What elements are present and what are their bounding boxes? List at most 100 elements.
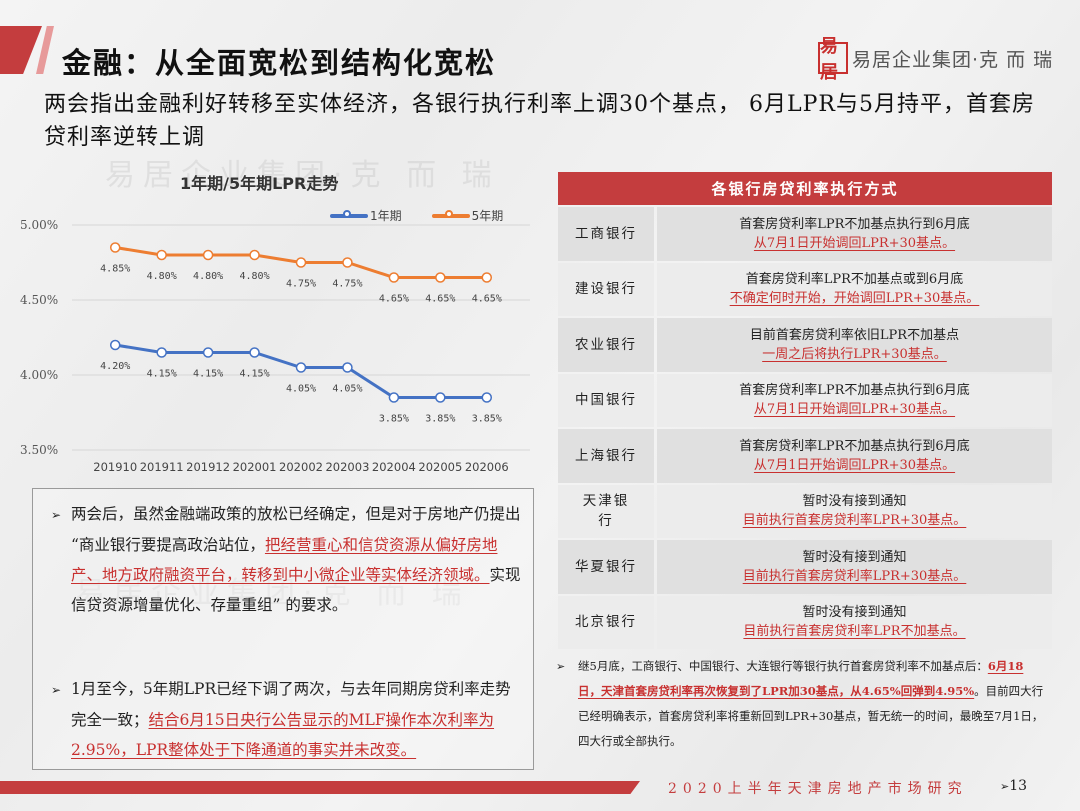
data-point — [249, 249, 260, 261]
data-label: 4.05% — [286, 384, 316, 395]
analysis-paragraph-2: ➢ 1月至今，5年期LPR已经下调了两次，与去年同期房贷利率走势完全一致；结合6月… — [51, 674, 521, 765]
data-label: 4.05% — [332, 384, 362, 395]
y-tick-label: 4.00% — [20, 368, 58, 382]
data-point — [156, 347, 167, 358]
title-accent-bar — [0, 26, 42, 74]
data-label: 3.85% — [472, 414, 502, 425]
data-label: 4.80% — [147, 271, 177, 282]
rate-policy: 暂时没有接到通知 目前执行首套房贷利率LPR+30基点。 — [657, 484, 1052, 538]
bank-name: 华夏银行 — [558, 540, 654, 594]
x-tick-label: 202005 — [418, 460, 462, 474]
footer-bar — [0, 781, 640, 794]
rate-policy: 首套房贷利率LPR不加基点或到6月底 不确定何时开始，开始调回LPR+30基点。 — [657, 262, 1052, 316]
data-label: 3.85% — [379, 414, 409, 425]
bank-name: 农业银行 — [558, 318, 654, 372]
data-point — [295, 362, 307, 373]
data-label: 4.15% — [240, 369, 270, 380]
rate-policy: 暂时没有接到通知 目前执行首套房贷利率LPR+30基点。 — [657, 540, 1052, 594]
legend-item-1y: 1年期 — [330, 207, 402, 224]
footer-report-title: 2020上半年天津房地产市场研究 — [668, 781, 968, 797]
bank-name: 天津银行 — [558, 484, 654, 538]
data-label: 4.75% — [286, 279, 316, 290]
highlight-text: 结合6月15日央行公告显示的MLF操作本次利率为2.95%，LPR整体处于下降通… — [71, 711, 495, 759]
x-tick-label: 201911 — [140, 460, 184, 474]
bank-name: 建设银行 — [558, 262, 654, 316]
bank-name: 工商银行 — [558, 207, 654, 261]
data-label: 4.85% — [100, 264, 130, 275]
table-row: 中国银行 首套房贷利率LPR不加基点执行到6月底 从7月1日开始调回LPR+30基… — [558, 373, 1052, 427]
highlight-text: 6月18日，天津首套房贷利率再次恢复到了LPR加30基点，从4.65%回弹到4.… — [578, 659, 1024, 698]
legend-line-icon — [431, 209, 470, 218]
rate-policy: 暂时没有接到通知 目前执行首套房贷利率LPR不加基点。 — [657, 595, 1052, 649]
table-row: 农业银行 目前首套房贷利率依旧LPR不加基点 一周之后将执行LPR+30基点。 — [558, 318, 1052, 372]
company-logo: 易居 易居企业集团·克 而 瑞 — [818, 36, 1054, 83]
data-label: 4.75% — [332, 279, 362, 290]
arrow-bullet-icon: ➢ — [51, 683, 62, 697]
analysis-paragraph-1: ➢ 两会后，虽然金融端政策的放松已经确定，但是对于房地产仍提出 “商业银行要提高政… — [51, 499, 521, 620]
rate-policy: 目前首套房贷利率依旧LPR不加基点 一周之后将执行LPR+30基点。 — [657, 318, 1052, 372]
table-row: 上海银行 首套房贷利率LPR不加基点执行到6月底 从7月1日开始调回LPR+30基… — [558, 429, 1052, 483]
data-label: 4.15% — [193, 369, 223, 380]
lpr-line-chart: 5.00%4.50%4.00%3.50%201910 201911 201912 20… — [20, 218, 530, 474]
page-number: ➢13 — [1000, 778, 1028, 794]
data-label: 4.65% — [379, 294, 409, 305]
data-point — [342, 257, 353, 268]
data-point — [388, 392, 400, 403]
chart-legend: 1年期 5年期 — [330, 207, 503, 224]
x-tick-label: 202003 — [325, 460, 369, 474]
data-point — [109, 242, 121, 253]
data-point — [481, 272, 493, 283]
data-point — [435, 272, 446, 283]
legend-label: 1年期 — [370, 209, 402, 223]
analysis-text-box: ➢ 两会后，虽然金融端政策的放松已经确定，但是对于房地产仍提出 “商业银行要提高政… — [32, 488, 534, 770]
legend-item-5y: 5年期 — [431, 207, 504, 224]
data-label: 4.15% — [147, 369, 177, 380]
data-label: 4.80% — [193, 271, 223, 282]
x-tick-label: 201910 — [93, 460, 137, 474]
table-row: 北京银行 暂时没有接到通知 目前执行首套房贷利率LPR不加基点。 — [558, 595, 1052, 649]
legend-label: 5年期 — [471, 209, 504, 223]
x-tick-label: 202001 — [233, 460, 277, 474]
page-title: 金融：从全面宽松到结构化宽松 — [62, 46, 497, 80]
chart-title: 1年期/5年期LPR走势 — [180, 174, 339, 193]
data-point — [249, 347, 260, 358]
arrow-bullet-icon: ➢ — [51, 508, 62, 522]
y-tick-label: 5.00% — [20, 218, 58, 232]
rate-policy: 首套房贷利率LPR不加基点执行到6月底 从7月1日开始调回LPR+30基点。 — [657, 429, 1052, 483]
data-point — [388, 272, 400, 283]
data-point — [109, 339, 121, 351]
data-point — [156, 249, 167, 261]
tianjin-rate-note: ➢ 继5月底，工商银行、中国银行、大连银行等银行执行首套房贷利率不加基点后：6月1… — [556, 654, 1046, 754]
data-point — [202, 347, 214, 358]
y-tick-label: 4.50% — [20, 293, 58, 307]
bank-rate-table: 各银行房贷利率执行方式 工商银行 首套房贷利率LPR不加基点执行到6月底 从7月1… — [558, 172, 1052, 649]
data-point — [295, 257, 307, 268]
data-label: 4.80% — [240, 271, 270, 282]
logo-text: 易居企业集团·克 而 瑞 — [852, 48, 1054, 71]
x-tick-label: 202002 — [279, 460, 323, 474]
data-point — [202, 249, 214, 261]
bank-name: 上海银行 — [558, 429, 654, 483]
data-point — [435, 392, 446, 403]
table-row: 工商银行 首套房贷利率LPR不加基点执行到6月底 从7月1日开始调回LPR+30基… — [558, 207, 1052, 261]
rate-policy: 首套房贷利率LPR不加基点执行到6月底 从7月1日开始调回LPR+30基点。 — [657, 207, 1052, 261]
table-row: 华夏银行 暂时没有接到通知 目前执行首套房贷利率LPR+30基点。 — [558, 540, 1052, 594]
data-point — [342, 362, 353, 373]
data-label: 4.65% — [472, 294, 502, 305]
rate-policy: 首套房贷利率LPR不加基点执行到6月底 从7月1日开始调回LPR+30基点。 — [657, 373, 1052, 427]
table-row: 天津银行 暂时没有接到通知 目前执行首套房贷利率LPR+30基点。 — [558, 484, 1052, 538]
page-subtitle: 两会指出金融利好转移至实体经济，各银行执行利率上调30个基点， 6月LPR与5月… — [44, 92, 1035, 150]
x-tick-label: 201912 — [186, 460, 230, 474]
seal-icon: 易居 — [818, 36, 848, 83]
y-tick-label: 3.50% — [20, 443, 58, 457]
arrow-bullet-icon: ➢ — [556, 660, 566, 673]
table-header: 各银行房贷利率执行方式 — [558, 172, 1052, 205]
data-label: 3.85% — [425, 414, 455, 425]
arrow-bullet-icon: ➢ — [1000, 780, 1010, 793]
data-label: 4.20% — [100, 361, 130, 372]
data-label: 4.65% — [425, 294, 455, 305]
legend-line-icon — [330, 209, 368, 218]
table-row: 建设银行 首套房贷利率LPR不加基点或到6月底 不确定何时开始，开始调回LPR+3… — [558, 262, 1052, 316]
bank-name: 北京银行 — [558, 595, 654, 649]
x-tick-label: 202004 — [372, 460, 416, 474]
